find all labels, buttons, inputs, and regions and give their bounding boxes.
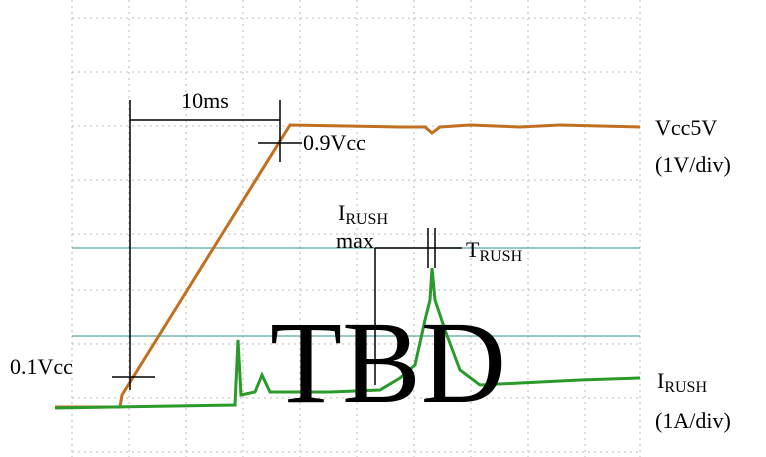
duration-main: T (466, 237, 480, 262)
scope-diagram: 10ms 0.9Vcc 0.1Vcc IRUSH max TRUSH Vcc5V… (0, 0, 766, 457)
duration-label: TRUSH (466, 237, 523, 265)
lower-level-label: 0.1Vcc (10, 354, 73, 379)
duration-sub: RUSH (479, 248, 522, 265)
peak-label: IRUSH (338, 200, 388, 228)
peak-sub: RUSH (345, 211, 388, 228)
channel-scale: (1V/div) (655, 152, 731, 177)
interval-label: 10ms (181, 88, 229, 113)
channel-scale: (1A/div) (655, 408, 731, 433)
peak-main: I (338, 200, 345, 225)
watermark: TBD (270, 297, 506, 428)
upper-level-label: 0.9Vcc (303, 130, 366, 155)
channel-name: Vcc5V (655, 115, 717, 140)
channel-name-sub: RUSH (664, 379, 707, 396)
channel-name: IRUSH (657, 368, 707, 396)
channel-name-main: I (657, 368, 664, 393)
peak-note: max (336, 228, 374, 253)
